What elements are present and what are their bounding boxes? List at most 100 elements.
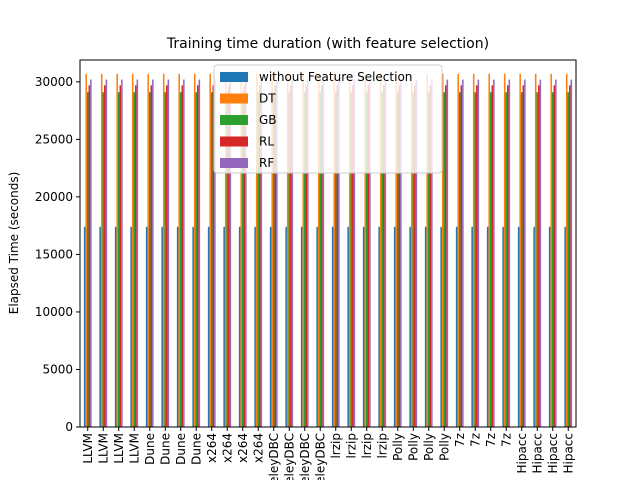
bar — [460, 85, 463, 427]
x-tick-label: Dune — [174, 433, 188, 465]
bar — [524, 79, 526, 428]
x-tick-label: Polly — [437, 433, 451, 461]
bar — [445, 85, 447, 427]
y-axis-label: Elapsed Time (seconds) — [7, 172, 21, 315]
bar — [166, 85, 168, 427]
bar — [471, 226, 473, 427]
bar — [352, 85, 354, 427]
bar — [152, 79, 154, 428]
bar — [331, 226, 334, 427]
bar — [538, 85, 540, 427]
bar — [86, 92, 89, 427]
bar — [493, 79, 495, 428]
bar — [90, 79, 92, 428]
legend-swatch — [220, 136, 248, 147]
bar — [316, 226, 318, 427]
bar — [257, 92, 260, 427]
bar — [162, 73, 165, 428]
bar — [555, 79, 557, 428]
bar — [503, 73, 506, 428]
bar — [83, 226, 86, 427]
bar — [369, 79, 371, 428]
bar — [88, 85, 91, 427]
bar — [178, 73, 180, 428]
bar — [183, 79, 185, 428]
x-tick-label: Polly — [391, 433, 405, 461]
x-tick-label: Dune — [158, 433, 172, 465]
legend-swatch — [220, 72, 248, 82]
bar — [347, 226, 349, 427]
x-tick-label: 7z — [453, 433, 467, 447]
chart-title: Training time duration (with feature sel… — [166, 36, 489, 52]
bar — [243, 85, 246, 427]
bar — [148, 92, 151, 427]
bar — [488, 73, 490, 428]
legend-swatch — [220, 158, 248, 168]
x-tick-label: Hipacc — [561, 433, 575, 474]
x-tick-label: x264 — [251, 433, 265, 463]
bar — [121, 79, 123, 428]
x-tick-label: BerkeleyDBC — [267, 433, 281, 480]
bar — [104, 85, 106, 427]
bar — [150, 85, 153, 427]
bar — [135, 85, 137, 427]
bar — [564, 226, 566, 427]
bar — [365, 92, 368, 427]
y-tick-label: 25000 — [35, 132, 73, 146]
bar — [269, 226, 272, 427]
bar — [193, 73, 196, 428]
bar — [245, 79, 247, 428]
x-tick-label: LLVM — [112, 433, 126, 464]
bar — [519, 73, 521, 428]
bar — [164, 92, 167, 427]
y-tick-label: 30000 — [35, 75, 73, 89]
x-tick-label: Dune — [143, 433, 157, 465]
bar — [192, 226, 194, 427]
bar — [362, 226, 365, 427]
x-tick-label: Hipacc — [515, 433, 529, 474]
bar — [317, 73, 320, 428]
bar — [212, 85, 215, 427]
bar — [429, 85, 432, 427]
y-tick-label: 0 — [65, 420, 73, 434]
bar — [272, 92, 275, 427]
bar — [393, 226, 396, 427]
bar — [350, 92, 353, 427]
bar — [133, 92, 136, 427]
bar — [181, 85, 184, 427]
x-tick-label: Hipacc — [546, 433, 560, 474]
bar — [100, 73, 103, 428]
x-tick-label: Polly — [422, 433, 436, 461]
bar — [197, 85, 199, 427]
bar — [489, 92, 492, 427]
bar — [198, 79, 201, 428]
y-tick-label: 5000 — [42, 362, 73, 376]
bar — [426, 73, 428, 428]
bar — [508, 79, 511, 428]
bar — [441, 73, 444, 428]
bar — [223, 226, 225, 427]
bar — [288, 92, 291, 427]
bar — [291, 79, 294, 428]
bar — [395, 73, 397, 428]
bar — [176, 226, 179, 427]
bar — [290, 85, 292, 427]
x-tick-label: LLVM — [96, 433, 110, 464]
bar — [116, 73, 118, 428]
x-tick-label: lrzip — [375, 433, 389, 459]
bar — [550, 73, 552, 428]
bar — [254, 226, 256, 427]
bar — [414, 85, 416, 427]
bar — [102, 92, 105, 427]
bar — [539, 79, 542, 428]
bar — [322, 79, 325, 428]
x-tick-label: lrzip — [360, 433, 374, 459]
bar — [522, 85, 525, 427]
bar — [334, 92, 337, 427]
bar — [443, 92, 446, 427]
bar — [384, 79, 387, 428]
bar — [534, 73, 537, 428]
bar — [476, 85, 478, 427]
bar — [415, 79, 418, 428]
bar — [569, 85, 571, 427]
